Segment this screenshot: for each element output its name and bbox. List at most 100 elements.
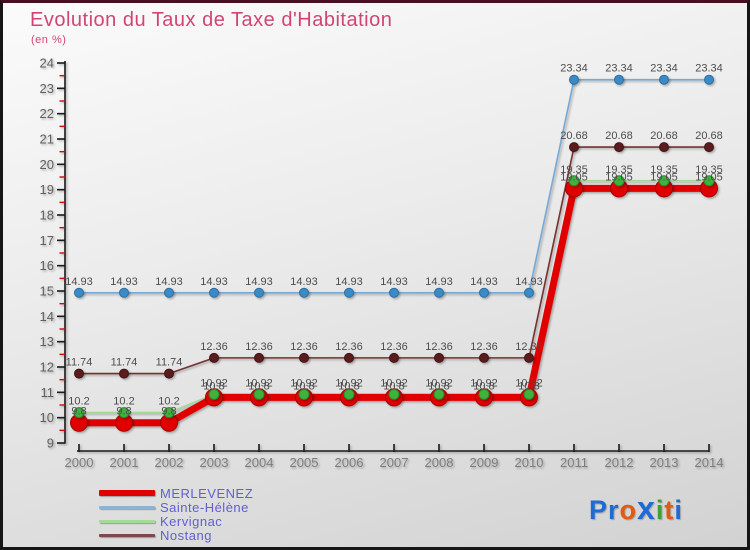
- svg-text:23.34: 23.34: [560, 63, 588, 75]
- svg-text:12.36: 12.36: [380, 341, 408, 353]
- svg-text:17: 17: [40, 233, 54, 248]
- svg-text:10.8: 10.8: [473, 380, 494, 392]
- svg-text:23: 23: [40, 81, 54, 96]
- svg-text:14.93: 14.93: [335, 276, 363, 288]
- y-axis: 9 10 11 12 13 14 15 16 17 18 19 20 21 22 23 24: [40, 56, 66, 451]
- svg-text:23.34: 23.34: [695, 63, 723, 75]
- chart-title: Evolution du Taux de Taxe d'Habitation: [30, 9, 393, 31]
- series-labels-Nostang: 11.74 11.74 11.74 12.36 12.36 12.36 12.36 12.36…: [66, 130, 723, 368]
- svg-text:12.36: 12.36: [335, 341, 363, 353]
- svg-text:20.68: 20.68: [560, 130, 588, 142]
- svg-text:9.8: 9.8: [161, 406, 176, 418]
- legend-swatch-merlevenez: [99, 490, 155, 496]
- svg-text:23.34: 23.34: [605, 63, 633, 75]
- svg-text:19.05: 19.05: [695, 171, 723, 183]
- svg-text:14.93: 14.93: [110, 276, 138, 288]
- svg-text:12.36: 12.36: [200, 341, 228, 353]
- logo-letter: t: [664, 495, 675, 525]
- logo-letter: i: [674, 495, 683, 525]
- series-markers-Kervignac: [73, 175, 715, 419]
- svg-text:10.2: 10.2: [158, 396, 179, 408]
- legend-swatch-sainte-helene: [99, 505, 155, 509]
- chart-subtitle: (en %): [31, 34, 67, 46]
- svg-text:11.74: 11.74: [111, 357, 138, 369]
- svg-text:12.36: 12.36: [290, 341, 318, 353]
- svg-text:2008: 2008: [425, 455, 454, 470]
- series-markers-Sainte-Hélène: [74, 74, 714, 298]
- svg-text:10.92: 10.92: [245, 377, 273, 389]
- svg-text:2001: 2001: [110, 455, 139, 470]
- svg-text:14.93: 14.93: [470, 276, 498, 288]
- legend-item-nostang: Nostang: [99, 527, 253, 543]
- svg-text:10.92: 10.92: [515, 377, 543, 389]
- series-labels-Sainte-Hélène: 14.93 14.93 14.93 14.93 14.93 14.93 14.93 14.93…: [65, 63, 723, 288]
- svg-text:24: 24: [40, 56, 54, 71]
- svg-text:10.92: 10.92: [200, 377, 228, 389]
- svg-text:12.36: 12.36: [515, 341, 543, 353]
- svg-text:2010: 2010: [515, 455, 544, 470]
- svg-text:23.34: 23.34: [650, 63, 678, 75]
- svg-text:14.93: 14.93: [290, 276, 318, 288]
- svg-text:2012: 2012: [605, 455, 634, 470]
- logo-letter: x: [637, 490, 656, 526]
- svg-text:2014: 2014: [695, 455, 724, 470]
- svg-text:19.35: 19.35: [605, 164, 633, 176]
- svg-text:2000: 2000: [65, 455, 94, 470]
- svg-text:21: 21: [40, 132, 54, 147]
- svg-text:10: 10: [40, 410, 54, 425]
- svg-text:14: 14: [40, 309, 54, 324]
- svg-text:10.8: 10.8: [428, 380, 449, 392]
- svg-text:19.05: 19.05: [650, 171, 678, 183]
- svg-text:10.2: 10.2: [68, 396, 89, 408]
- svg-text:2003: 2003: [200, 455, 229, 470]
- svg-text:19.35: 19.35: [650, 164, 678, 176]
- svg-text:2004: 2004: [245, 455, 274, 470]
- svg-text:9.8: 9.8: [116, 406, 131, 418]
- series-labels-Kervignac: 10.2 10.2 10.210.92 10.92 10.92 10.92 10.92 10.…: [68, 164, 722, 408]
- legend-label: Nostang: [160, 527, 212, 543]
- legend-label: Sainte-Hélène: [160, 499, 249, 515]
- svg-text:19.35: 19.35: [560, 164, 588, 176]
- svg-text:14.93: 14.93: [380, 276, 408, 288]
- x-axis: 2000 2001 2002 2003 2004 2005 2006 2007 2008 2009…: [65, 444, 724, 470]
- svg-text:19.35: 19.35: [695, 164, 723, 176]
- chart-legend: MERLEVENEZ Sainte-Hélène Kervignac Nosta…: [99, 486, 253, 543]
- svg-text:2002: 2002: [155, 455, 184, 470]
- legend-item-sainte-helene: Sainte-Hélène: [99, 499, 253, 515]
- svg-text:14.93: 14.93: [245, 276, 273, 288]
- svg-text:19.05: 19.05: [605, 171, 633, 183]
- svg-text:10.92: 10.92: [290, 377, 318, 389]
- svg-text:2005: 2005: [290, 455, 319, 470]
- svg-text:14.93: 14.93: [65, 276, 93, 288]
- svg-text:11.74: 11.74: [156, 357, 183, 369]
- svg-text:10.8: 10.8: [518, 380, 539, 392]
- svg-text:10.92: 10.92: [425, 377, 453, 389]
- series-labels-MERLEVENEZ: 9.8 9.8 9.810.8 10.8 10.8 10.8 10.8 10.8 10.8 10.…: [71, 171, 722, 417]
- svg-text:20.68: 20.68: [650, 130, 678, 142]
- svg-text:10.8: 10.8: [293, 380, 314, 392]
- svg-text:2011: 2011: [560, 455, 588, 470]
- svg-text:22: 22: [40, 106, 54, 121]
- legend-item-kervignac: Kervignac: [99, 513, 253, 529]
- svg-text:10.8: 10.8: [338, 380, 359, 392]
- svg-text:9: 9: [47, 436, 54, 451]
- logo-letter: P: [589, 495, 609, 525]
- svg-text:10.92: 10.92: [470, 377, 498, 389]
- logo-letter: i: [655, 495, 665, 525]
- legend-swatch-kervignac: [99, 519, 155, 523]
- svg-text:20: 20: [40, 157, 54, 172]
- svg-text:12.36: 12.36: [425, 341, 453, 353]
- legend-label: Kervignac: [160, 513, 223, 529]
- svg-text:2009: 2009: [470, 455, 499, 470]
- svg-text:19.05: 19.05: [560, 171, 588, 183]
- svg-text:11.74: 11.74: [66, 357, 93, 369]
- svg-text:10.92: 10.92: [380, 377, 408, 389]
- svg-text:20.68: 20.68: [695, 130, 723, 142]
- svg-text:11: 11: [41, 385, 55, 400]
- svg-text:14.93: 14.93: [200, 276, 228, 288]
- svg-text:20.68: 20.68: [605, 130, 633, 142]
- logo-letter: o: [619, 495, 638, 525]
- svg-text:2007: 2007: [380, 455, 409, 470]
- proxiti-logo: Proxiti: [589, 490, 683, 527]
